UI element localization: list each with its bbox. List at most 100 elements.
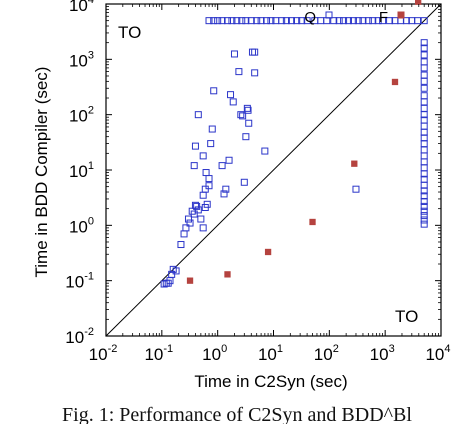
plot-area [105, 3, 442, 337]
y-tick-label: 104 [69, 0, 94, 15]
data-point-q [233, 17, 241, 25]
to-label-bottom-right: TO [395, 307, 418, 326]
data-point-q [420, 39, 428, 47]
data-point-q [340, 17, 348, 25]
data-point-q [354, 17, 362, 25]
data-point-q [184, 215, 192, 223]
data-point-q [199, 224, 207, 232]
data-point-q [247, 17, 255, 25]
data-point-q [172, 267, 180, 275]
data-point-q [186, 219, 194, 227]
data-point-q [317, 17, 325, 25]
data-point-q [220, 190, 228, 198]
data-point-q [237, 111, 245, 119]
data-point-q [251, 69, 259, 77]
data-point-f [351, 160, 358, 167]
data-point-q [335, 17, 343, 25]
data-point-q [243, 104, 251, 112]
data-point-q [191, 142, 199, 150]
data-point-q [278, 17, 286, 25]
data-point-q [420, 77, 428, 85]
data-point-q [257, 17, 265, 25]
data-point-q [420, 197, 428, 205]
y-tick-label: 103 [69, 49, 94, 70]
data-point-q [194, 206, 202, 214]
data-point-q [420, 122, 428, 130]
x-tick-label: 104 [425, 343, 450, 364]
data-point-q [420, 51, 428, 59]
data-point-q [228, 17, 236, 25]
data-point-q [298, 17, 306, 25]
data-point-q [208, 125, 216, 133]
x-axis-label: Time in C2Syn (sec) [194, 372, 347, 391]
data-point-q [202, 169, 210, 177]
data-point-q [344, 17, 352, 25]
data-point-q [330, 17, 338, 25]
data-point-q [420, 17, 428, 25]
data-point-q [420, 64, 428, 72]
data-point-q [420, 212, 428, 220]
data-point-q [323, 17, 331, 25]
data-point-f [391, 78, 399, 86]
data-point-q [420, 84, 428, 92]
data-point-q [210, 17, 218, 25]
data-point-q [245, 119, 253, 127]
data-point-q [420, 158, 428, 166]
data-point-q [261, 147, 269, 155]
data-point-q [205, 17, 213, 25]
y-tick-label: 10-1 [65, 271, 94, 292]
legend-marker [397, 11, 405, 19]
data-point-q [420, 111, 428, 119]
data-point-q [420, 164, 428, 172]
data-point-q [420, 187, 428, 195]
data-point-q [420, 134, 428, 142]
data-point-q [420, 92, 428, 100]
data-point-q [229, 98, 237, 106]
data-point-q [205, 182, 213, 190]
x-tick-label: 10-2 [89, 343, 118, 364]
data-point-q [193, 202, 201, 210]
data-point-q [420, 58, 428, 66]
data-point-q [364, 17, 372, 25]
data-point-q [287, 17, 295, 25]
legend-marker [325, 11, 333, 19]
to-label-top-left: TO [118, 23, 141, 42]
data-point-q [251, 48, 259, 56]
data-point-f [264, 248, 272, 256]
data-point-q [414, 17, 422, 25]
data-point-q [194, 111, 202, 119]
y-tick-label: 101 [69, 160, 94, 181]
legend-label: F [379, 9, 388, 26]
data-point-q [303, 17, 311, 25]
data-point-q [205, 175, 213, 183]
data-point-q [420, 216, 428, 224]
y-axis-label: Time in BDD Compiler (sec) [32, 67, 51, 278]
data-point-q [420, 146, 428, 154]
data-point-q [253, 17, 261, 25]
data-point-q [207, 140, 215, 148]
data-point-q [402, 17, 410, 25]
data-point-q [238, 17, 246, 25]
data-point-q [197, 215, 205, 223]
y-tick-label: 102 [69, 105, 94, 126]
data-points [160, 0, 428, 288]
data-point-q [227, 91, 235, 99]
data-point-q [420, 152, 428, 160]
data-point-q [263, 17, 271, 25]
data-point-q [379, 17, 387, 25]
legend-label: Q [304, 9, 316, 26]
data-point-q [420, 98, 428, 106]
data-point-q [203, 200, 211, 208]
data-point-q [369, 17, 377, 25]
data-point-q [223, 17, 231, 25]
data-point-q [397, 17, 405, 25]
data-point-q [282, 17, 290, 25]
diagonal-line [105, 3, 442, 337]
data-point-q [239, 112, 247, 120]
data-point-q [420, 170, 428, 178]
data-point-f [186, 277, 194, 284]
data-point-q [199, 152, 207, 160]
data-point-q [420, 104, 428, 112]
